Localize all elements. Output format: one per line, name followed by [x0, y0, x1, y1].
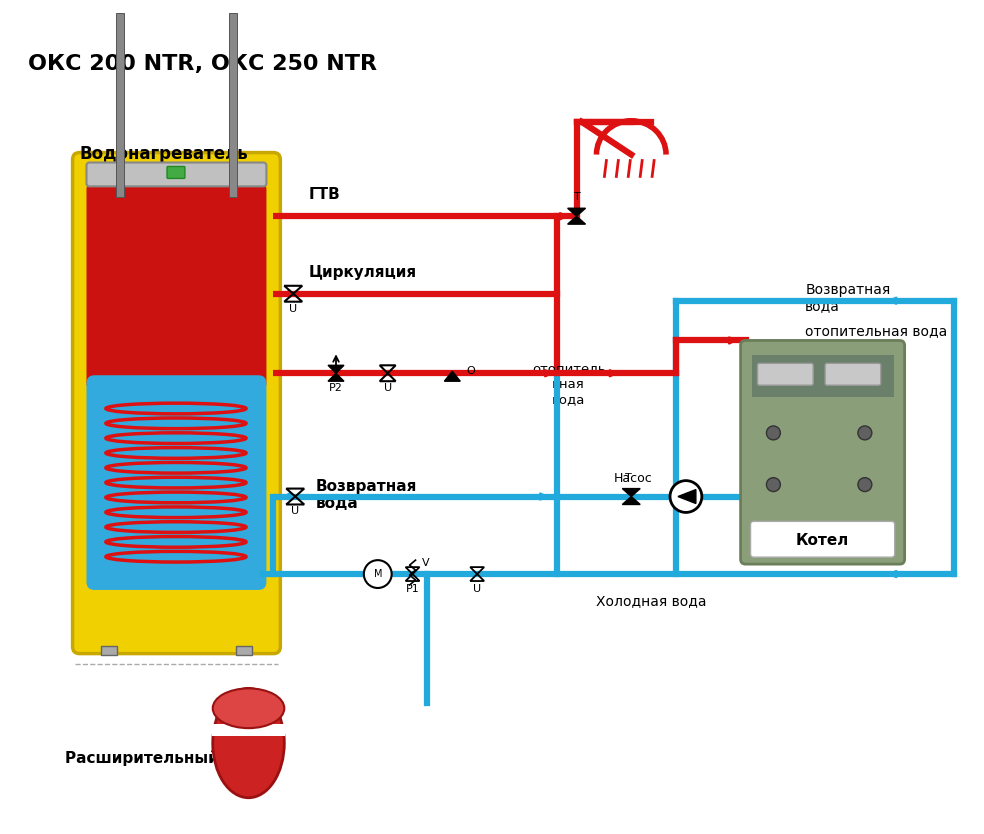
Polygon shape: [622, 489, 641, 496]
Text: V: V: [422, 558, 429, 568]
Text: отопительная вода: отопительная вода: [805, 324, 948, 339]
FancyBboxPatch shape: [826, 364, 881, 385]
Polygon shape: [328, 374, 344, 381]
Text: U: U: [384, 383, 392, 393]
Text: U: U: [291, 506, 299, 516]
FancyBboxPatch shape: [741, 340, 904, 564]
Circle shape: [767, 478, 780, 491]
Text: T: T: [625, 473, 632, 483]
Bar: [752, 355, 893, 397]
Bar: [235, 646, 252, 655]
Bar: [212, 724, 285, 736]
Polygon shape: [568, 208, 585, 216]
Polygon shape: [622, 496, 641, 505]
Bar: [228, 13, 236, 198]
Ellipse shape: [213, 688, 284, 798]
Circle shape: [858, 478, 872, 491]
Text: P2: P2: [329, 383, 343, 393]
Text: ОКС 200 NTR, ОКС 250 NTR: ОКС 200 NTR, ОКС 250 NTR: [28, 54, 377, 74]
Bar: [102, 379, 251, 449]
Text: M: M: [374, 569, 382, 579]
Text: Холодная вода: Холодная вода: [596, 594, 707, 608]
FancyBboxPatch shape: [87, 182, 267, 391]
Text: ГТВ: ГТВ: [308, 188, 339, 203]
Polygon shape: [328, 365, 344, 374]
Text: U: U: [473, 584, 481, 594]
Polygon shape: [678, 490, 696, 504]
FancyBboxPatch shape: [73, 153, 280, 654]
Text: U: U: [289, 304, 297, 314]
Text: Возвратная
вода: Возвратная вода: [316, 479, 417, 511]
Ellipse shape: [213, 688, 284, 728]
Circle shape: [670, 480, 702, 512]
Circle shape: [858, 426, 872, 440]
Text: P1: P1: [405, 584, 419, 594]
Polygon shape: [445, 371, 461, 381]
FancyBboxPatch shape: [751, 521, 894, 557]
Text: Насос: Насос: [613, 472, 652, 485]
FancyBboxPatch shape: [87, 163, 267, 186]
Text: Расширительный бак: Расширительный бак: [65, 750, 255, 766]
FancyBboxPatch shape: [758, 364, 813, 385]
Text: O: O: [466, 366, 475, 376]
Circle shape: [364, 560, 392, 588]
Text: отопитель
ьная
вода: отопитель ьная вода: [531, 364, 605, 406]
FancyBboxPatch shape: [87, 375, 267, 590]
Text: Водонагреватель: Водонагреватель: [80, 144, 248, 163]
FancyBboxPatch shape: [167, 167, 185, 178]
Polygon shape: [568, 216, 585, 224]
Circle shape: [767, 426, 780, 440]
Text: Котел: Котел: [795, 533, 849, 548]
Bar: [116, 13, 124, 198]
Text: Возвратная
вода: Возвратная вода: [805, 283, 891, 313]
Bar: [101, 646, 117, 655]
Text: Циркуляция: Циркуляция: [308, 265, 416, 280]
Text: T: T: [575, 193, 581, 203]
